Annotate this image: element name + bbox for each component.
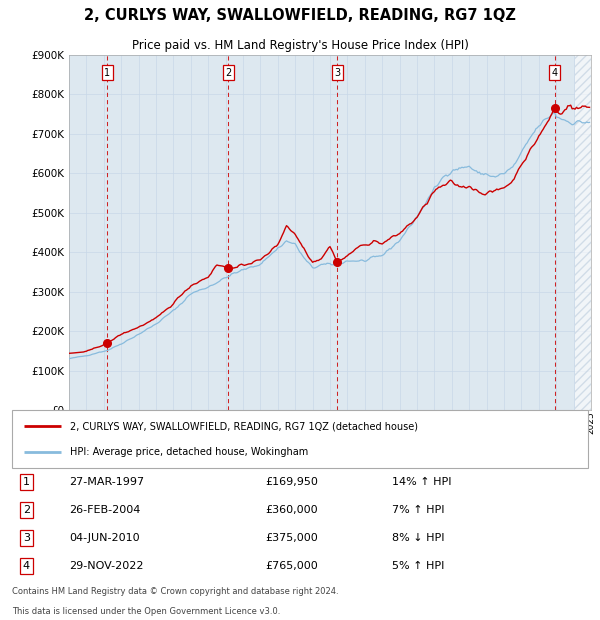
Text: 26-FEB-2004: 26-FEB-2004 bbox=[70, 505, 141, 515]
Text: 2, CURLYS WAY, SWALLOWFIELD, READING, RG7 1QZ (detached house): 2, CURLYS WAY, SWALLOWFIELD, READING, RG… bbox=[70, 421, 418, 432]
Text: £375,000: £375,000 bbox=[265, 533, 318, 543]
Text: 8% ↓ HPI: 8% ↓ HPI bbox=[392, 533, 445, 543]
Text: 27-MAR-1997: 27-MAR-1997 bbox=[70, 477, 145, 487]
Text: £765,000: £765,000 bbox=[265, 561, 318, 571]
Text: 2: 2 bbox=[23, 505, 30, 515]
Text: Contains HM Land Registry data © Crown copyright and database right 2024.: Contains HM Land Registry data © Crown c… bbox=[12, 587, 338, 596]
FancyBboxPatch shape bbox=[12, 410, 588, 468]
Text: 1: 1 bbox=[104, 68, 110, 78]
Text: 3: 3 bbox=[334, 68, 340, 78]
Text: £169,950: £169,950 bbox=[265, 477, 319, 487]
Text: 4: 4 bbox=[23, 561, 30, 571]
Text: This data is licensed under the Open Government Licence v3.0.: This data is licensed under the Open Gov… bbox=[12, 607, 280, 616]
Text: 2: 2 bbox=[225, 68, 232, 78]
Text: HPI: Average price, detached house, Wokingham: HPI: Average price, detached house, Woki… bbox=[70, 448, 308, 458]
Text: 29-NOV-2022: 29-NOV-2022 bbox=[70, 561, 144, 571]
Text: 5% ↑ HPI: 5% ↑ HPI bbox=[392, 561, 445, 571]
Text: 4: 4 bbox=[551, 68, 557, 78]
Text: £360,000: £360,000 bbox=[265, 505, 318, 515]
Text: 04-JUN-2010: 04-JUN-2010 bbox=[70, 533, 140, 543]
Text: 7% ↑ HPI: 7% ↑ HPI bbox=[392, 505, 445, 515]
Text: 14% ↑ HPI: 14% ↑ HPI bbox=[392, 477, 452, 487]
Text: 3: 3 bbox=[23, 533, 30, 543]
Bar bbox=[575, 55, 591, 410]
Text: 2, CURLYS WAY, SWALLOWFIELD, READING, RG7 1QZ: 2, CURLYS WAY, SWALLOWFIELD, READING, RG… bbox=[84, 8, 516, 23]
Text: 1: 1 bbox=[23, 477, 30, 487]
Text: Price paid vs. HM Land Registry's House Price Index (HPI): Price paid vs. HM Land Registry's House … bbox=[131, 38, 469, 51]
